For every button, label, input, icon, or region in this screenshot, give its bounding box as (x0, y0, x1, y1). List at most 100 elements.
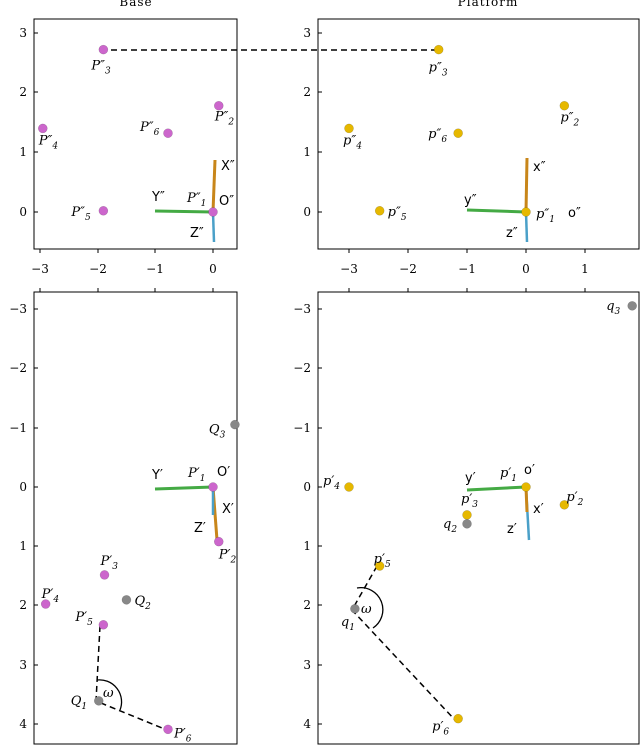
point-label-p3: P″3 (90, 59, 111, 77)
point-p5 (98, 206, 109, 216)
tick-label: −3 (31, 262, 49, 276)
omega-arc-base (96, 679, 123, 711)
point-label-p3: p′3 (461, 492, 478, 510)
ticks-base-x: −3 −2 −1 0 (31, 249, 217, 292)
tick-label: −2 (9, 361, 27, 375)
y-axis-label: Y″ (151, 190, 165, 205)
point-label-q2: q2 (443, 517, 457, 535)
point-label-p4: p′4 (323, 474, 340, 492)
point-label-p1: P″1 (186, 191, 206, 209)
z-axis-label: z′ (507, 522, 517, 537)
tick-label: 1 (303, 145, 311, 159)
point-q2 (121, 595, 132, 605)
tick-label: 2 (19, 598, 27, 612)
tick-label: −2 (89, 262, 107, 276)
y-axis-line (466, 485, 527, 492)
tick-label: −2 (399, 262, 417, 276)
point-q1 (350, 604, 360, 614)
point-p3 (98, 44, 109, 55)
tick-label: −3 (293, 302, 311, 316)
point-label-q2: Q2 (134, 594, 151, 612)
point-p6 (453, 128, 463, 138)
y-axis-line (466, 208, 527, 214)
ticks-platform-top-y: 3 2 1 0 (303, 26, 322, 219)
tick-label: −1 (146, 262, 164, 276)
point-label-p2: p′2 (566, 490, 583, 508)
point-q1 (94, 696, 104, 706)
frame-base-top: X″ Y″ Z″ O″ (151, 159, 235, 243)
z-axis-label: z″ (506, 226, 518, 241)
point-label-p2: p″2 (560, 111, 579, 129)
points-layer: P″3 P″2 P″6 P″4 P″1 P″5 p″3 p″2 p″6 p″4 p″1 p″5 Q3 P′… (38, 44, 637, 744)
point-p2 (559, 500, 570, 510)
point-p2 (214, 536, 224, 547)
point-label-q3: Q3 (209, 423, 226, 441)
tick-label: 1 (19, 145, 27, 159)
point-p5 (98, 620, 109, 630)
point-label-q1: Q1 (71, 694, 87, 712)
point-label-p4: P′4 (41, 587, 60, 605)
z-axis-label: Z′ (194, 521, 206, 536)
point-label-p4: P″4 (38, 133, 59, 151)
tick-label: −2 (293, 361, 311, 375)
origin-label: o″ (568, 206, 581, 221)
point-p5 (374, 561, 385, 571)
tick-label: 0 (19, 205, 27, 219)
tick-label: 1 (303, 539, 311, 553)
tick-label: 4 (303, 717, 311, 731)
point-label-p6: p″6 (428, 127, 447, 145)
point-label-p1: p″1 (536, 207, 555, 225)
tick-label: 3 (303, 658, 311, 672)
tick-label: −3 (9, 302, 27, 316)
point-p2 (214, 100, 224, 111)
panel-base-bottom (33, 291, 238, 745)
x-axis-label: x″ (533, 160, 546, 175)
omega-label-platform: ω (361, 602, 372, 617)
tick-label: −1 (458, 262, 476, 276)
point-label-p6: p′6 (432, 720, 449, 738)
point-p1 (521, 482, 531, 492)
y-axis-line (154, 209, 214, 214)
dashed-angle-base (95, 625, 168, 731)
point-p6 (453, 713, 463, 724)
point-label-p5: p″5 (388, 205, 407, 223)
point-p3 (99, 570, 110, 580)
point-p1 (208, 482, 218, 492)
point-p4 (40, 599, 51, 609)
origin-label: o′ (524, 463, 535, 478)
tick-label: −3 (340, 262, 358, 276)
x-axis-label: X′ (222, 502, 234, 517)
origin-label: O″ (219, 194, 234, 209)
tick-label: 2 (303, 598, 311, 612)
point-q3 (230, 419, 240, 430)
tick-label: −1 (293, 421, 311, 435)
ticks-base-top-y: 3 2 1 0 (19, 26, 38, 219)
point-p3 (462, 510, 472, 520)
y-axis-line (154, 485, 214, 491)
ticks-platform-x: −3 −2 −1 0 1 (340, 249, 589, 292)
point-q3 (627, 301, 637, 311)
z-axis-line (211, 211, 216, 243)
tick-label: 0 (303, 205, 311, 219)
tick-label: 4 (19, 717, 27, 731)
point-label-p2: P″2 (214, 110, 235, 128)
panel-platform-top (317, 18, 640, 250)
z-axis-label: Z″ (190, 226, 204, 241)
tick-label: 0 (303, 480, 311, 494)
point-label-p4: p″4 (343, 133, 362, 151)
point-p4 (344, 482, 354, 492)
y-axis-label: Y′ (151, 468, 163, 483)
x-axis-line (524, 157, 529, 213)
y-axis-label: y″ (464, 193, 477, 208)
point-label-q1: q1 (341, 615, 355, 633)
tick-label: 0 (19, 480, 27, 494)
point-p3 (433, 44, 444, 55)
tick-label: 3 (19, 26, 27, 40)
panel-base-top (33, 18, 238, 250)
point-label-p5: P″5 (70, 205, 91, 223)
point-label-p3: p″3 (429, 61, 448, 79)
ticks-platform-bottom-y: −3 −2 −1 0 1 2 3 4 (293, 302, 322, 731)
tick-label: 3 (303, 26, 311, 40)
tick-label: −1 (9, 421, 27, 435)
